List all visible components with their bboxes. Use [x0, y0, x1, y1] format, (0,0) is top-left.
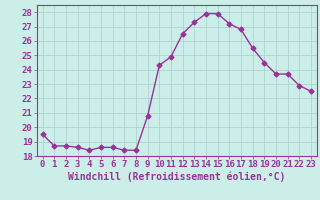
X-axis label: Windchill (Refroidissement éolien,°C): Windchill (Refroidissement éolien,°C) — [68, 172, 285, 182]
